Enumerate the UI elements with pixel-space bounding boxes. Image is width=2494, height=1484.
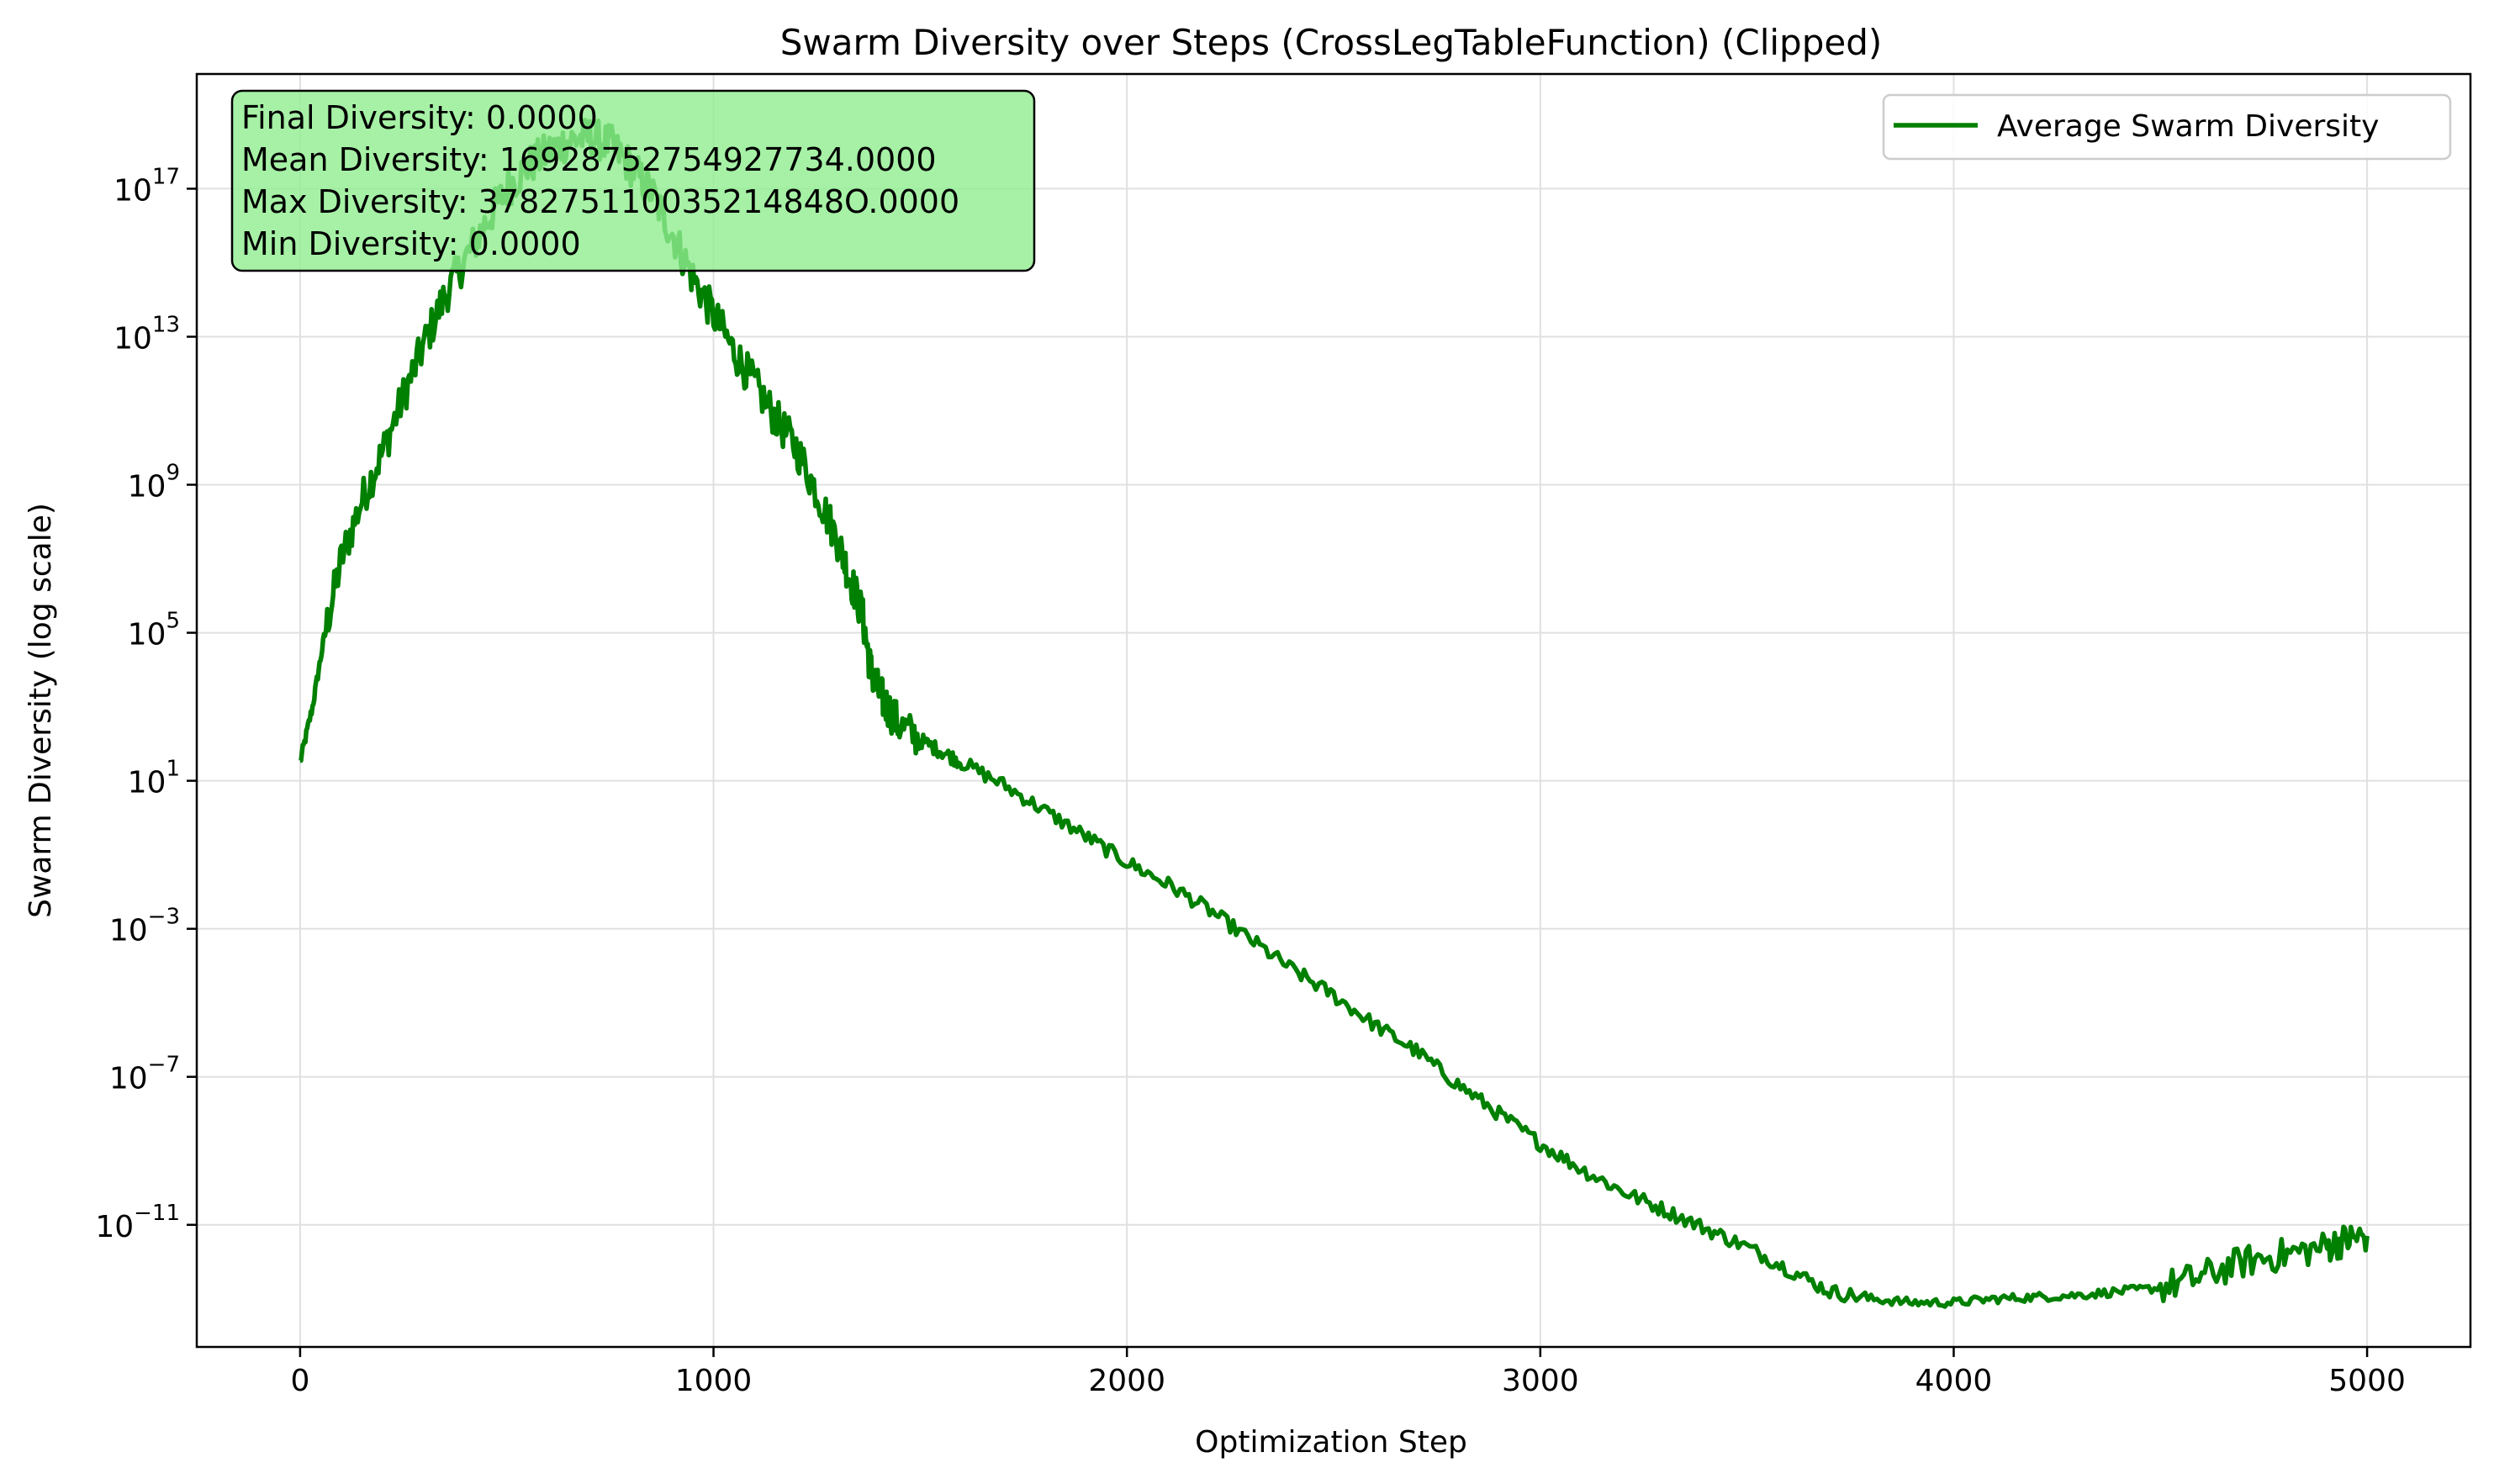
y-tick-label: 10−7 — [109, 1053, 180, 1096]
annotation-max-diversity: Max Diversity: 378275110035214848O.0000 — [241, 183, 959, 220]
x-tick-label: 4000 — [1915, 1364, 1993, 1398]
annotation-min-diversity: Min Diversity: 0.0000 — [241, 225, 581, 262]
y-tick-label: 109 — [128, 461, 180, 504]
y-tick-label: 1017 — [114, 164, 180, 208]
y-tick-label: 10−3 — [109, 905, 180, 948]
annotation-final-diversity: Final Diversity: 0.0000 — [241, 99, 598, 136]
y-tick-label: 105 — [128, 609, 180, 652]
chart-title: Swarm Diversity over Steps (CrossLegTabl… — [780, 22, 1883, 63]
legend-label: Average Swarm Diversity — [1997, 109, 2379, 144]
x-tick-label: 0 — [290, 1364, 309, 1398]
stats-annotation-box: Final Diversity: 0.0000 Mean Diversity: … — [230, 89, 1036, 272]
x-tick-label: 3000 — [1502, 1364, 1579, 1398]
legend-box — [1882, 93, 2452, 161]
y-axis-label: Swarm Diversity (log scale) — [24, 503, 58, 918]
x-axis-label: Optimization Step — [1195, 1425, 1467, 1460]
y-tick-label: 10−11 — [95, 1201, 180, 1244]
y-tick-label: 101 — [128, 757, 180, 800]
annotation-mean-diversity: Mean Diversity: 16928752754927734.0000 — [241, 141, 937, 178]
x-tick-label: 5000 — [2328, 1364, 2406, 1398]
y-tick-label: 1013 — [114, 312, 180, 356]
legend: Average Swarm Diversity — [1882, 93, 2452, 161]
grid-lines — [197, 74, 2470, 1347]
plot-frame — [195, 72, 2472, 1349]
series-line-average-swarm-diversity — [299, 118, 2370, 1309]
x-tick-label: 1000 — [675, 1364, 753, 1398]
x-tick-label: 2000 — [1088, 1364, 1165, 1398]
annotation-background — [230, 89, 1036, 272]
